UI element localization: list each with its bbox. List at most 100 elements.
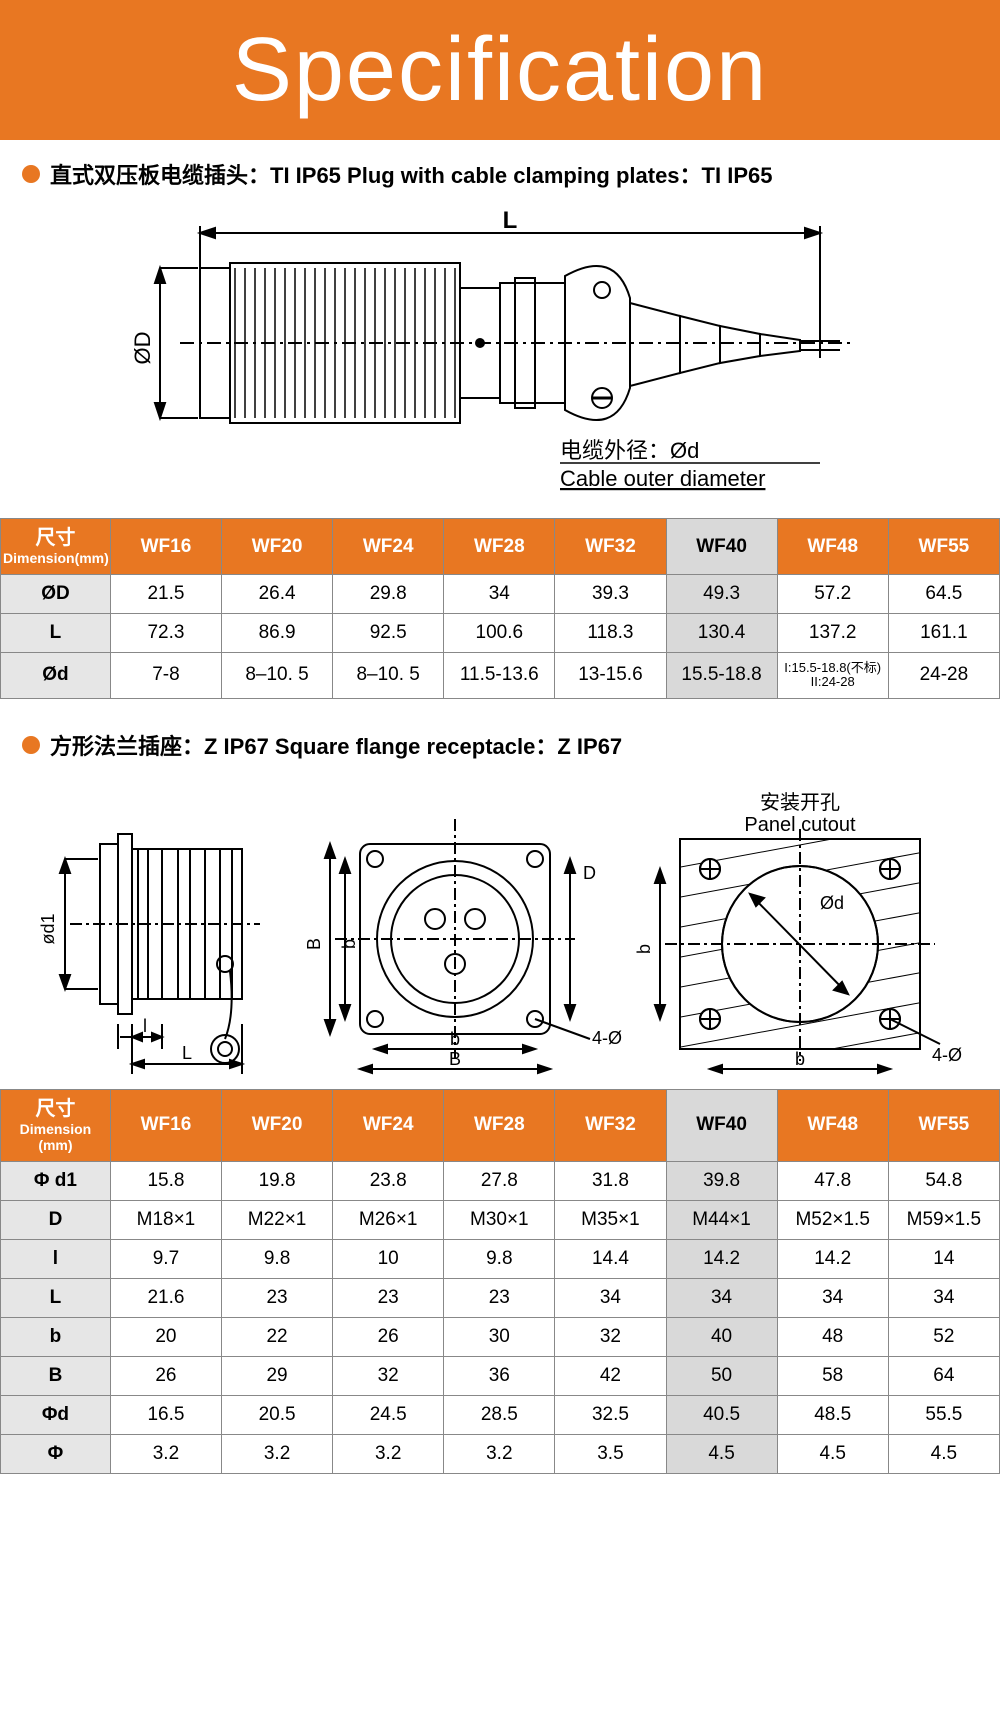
table-cell: 29.8: [333, 575, 444, 614]
col-header: WF16: [110, 1089, 221, 1161]
table-cell: 24-28: [888, 653, 999, 699]
row-label: l: [1, 1239, 111, 1278]
section2-table: 尺寸Dimension (mm)WF16WF20WF24WF28WF32WF40…: [0, 1089, 1000, 1474]
col-header: WF48: [777, 1089, 888, 1161]
table-cell: 92.5: [333, 614, 444, 653]
table-cell: 7-8: [110, 653, 221, 699]
table-cell: 9.8: [222, 1239, 333, 1278]
table-cell: 31.8: [555, 1161, 666, 1200]
row-label: L: [1, 614, 111, 653]
table-cell: 24.5: [333, 1395, 444, 1434]
table-cell: 14.4: [555, 1239, 666, 1278]
section2-heading: 方形法兰插座：Z IP67 Square flange receptacle：Z…: [0, 699, 1000, 773]
col-header: WF55: [888, 519, 999, 575]
row-label: D: [1, 1200, 111, 1239]
banner-title: Specification: [232, 19, 768, 122]
table-cell: 26: [333, 1317, 444, 1356]
table-cell: 47.8: [777, 1161, 888, 1200]
bullet-icon: [22, 736, 40, 754]
svg-text:Cable outer diameter: Cable outer diameter: [560, 466, 765, 491]
table-cell: 34: [444, 575, 555, 614]
svg-text:b: b: [634, 944, 654, 954]
col-header: WF24: [333, 519, 444, 575]
table-cell: 42: [555, 1356, 666, 1395]
table-cell: 58: [777, 1356, 888, 1395]
table-cell: 29: [222, 1356, 333, 1395]
table-cell: 40: [666, 1317, 777, 1356]
table-cell: 32.5: [555, 1395, 666, 1434]
row-label: B: [1, 1356, 111, 1395]
col-header: WF32: [555, 1089, 666, 1161]
svg-text:b: b: [795, 1049, 805, 1069]
table-cell: 16.5: [110, 1395, 221, 1434]
table-cell: 3.2: [444, 1434, 555, 1473]
col-header: WF40: [666, 1089, 777, 1161]
table-cell: 26: [110, 1356, 221, 1395]
svg-text:L: L: [503, 208, 518, 234]
svg-text:安装开孔: 安装开孔: [760, 791, 840, 814]
svg-text:B: B: [304, 938, 324, 950]
table-cell: 4.5: [777, 1434, 888, 1473]
svg-text:ØD: ØD: [130, 332, 155, 365]
table-cell: 14: [888, 1239, 999, 1278]
table-cell: 54.8: [888, 1161, 999, 1200]
svg-text:4-Ø: 4-Ø: [592, 1028, 622, 1048]
table-cell: 130.4: [666, 614, 777, 653]
section2-title: 方形法兰插座：Z IP67 Square flange receptacle：Z…: [50, 729, 622, 761]
table-cell: 15.8: [110, 1161, 221, 1200]
table-cell: M22×1: [222, 1200, 333, 1239]
section1-table: 尺寸Dimension(mm)WF16WF20WF24WF28WF32WF40W…: [0, 518, 1000, 699]
col-header: WF28: [444, 1089, 555, 1161]
table-cell: 3.2: [222, 1434, 333, 1473]
table-cell: 39.3: [555, 575, 666, 614]
table-cell: 14.2: [777, 1239, 888, 1278]
col-header: WF55: [888, 1089, 999, 1161]
table-cell: 34: [555, 1278, 666, 1317]
table-cell: 34: [666, 1278, 777, 1317]
col-header: WF20: [222, 519, 333, 575]
table-cell: 23: [333, 1278, 444, 1317]
svg-text:b: b: [339, 939, 359, 949]
table-cell: M52×1.5: [777, 1200, 888, 1239]
table-cell: 3.2: [333, 1434, 444, 1473]
table-cell: 64.5: [888, 575, 999, 614]
section2-diagram-area: ød1 l L: [0, 773, 1000, 1089]
dim-header: 尺寸Dimension (mm): [1, 1089, 111, 1161]
svg-text:b: b: [450, 1029, 460, 1049]
section1-heading: 直式双压板电缆插头：TI IP65 Plug with cable clampi…: [0, 140, 1000, 202]
col-header: WF20: [222, 1089, 333, 1161]
table-cell: 137.2: [777, 614, 888, 653]
section1-diagram-area: L: [0, 202, 1000, 518]
svg-text:ød1: ød1: [38, 913, 58, 944]
row-label: b: [1, 1317, 111, 1356]
table-cell: 9.8: [444, 1239, 555, 1278]
col-header: WF16: [110, 519, 221, 575]
table-cell: 15.5-18.8: [666, 653, 777, 699]
row-label: Ød: [1, 653, 111, 699]
table-cell: 3.5: [555, 1434, 666, 1473]
table-cell: 13-15.6: [555, 653, 666, 699]
table-cell: 30: [444, 1317, 555, 1356]
table-cell: 28.5: [444, 1395, 555, 1434]
table-cell: I:15.5-18.8(不标)II:24-28: [777, 653, 888, 699]
table-cell: M59×1.5: [888, 1200, 999, 1239]
table-cell: 161.1: [888, 614, 999, 653]
table-cell: 64: [888, 1356, 999, 1395]
table-cell: 11.5-13.6: [444, 653, 555, 699]
table-cell: M30×1: [444, 1200, 555, 1239]
col-header: WF28: [444, 519, 555, 575]
svg-text:l: l: [143, 1016, 147, 1036]
table-cell: 50: [666, 1356, 777, 1395]
svg-text:4-Ø: 4-Ø: [932, 1045, 962, 1065]
bullet-icon: [22, 165, 40, 183]
table-cell: 23: [222, 1278, 333, 1317]
row-label: Φ: [1, 1434, 111, 1473]
table-cell: 39.8: [666, 1161, 777, 1200]
table-cell: 48: [777, 1317, 888, 1356]
row-label: Φ d1: [1, 1161, 111, 1200]
table-cell: 23: [444, 1278, 555, 1317]
table-cell: 8–10. 5: [222, 653, 333, 699]
table-cell: 52: [888, 1317, 999, 1356]
table-cell: 86.9: [222, 614, 333, 653]
table-cell: 27.8: [444, 1161, 555, 1200]
